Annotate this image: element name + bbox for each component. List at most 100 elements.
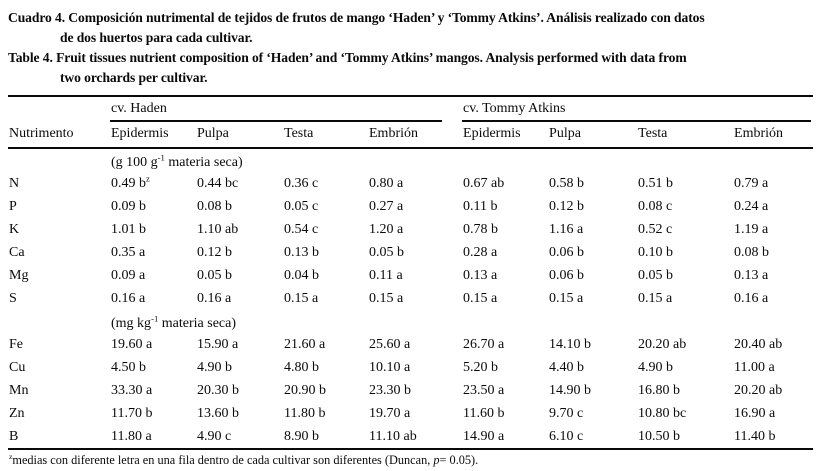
- nutrient-cell: Mg: [9, 267, 29, 283]
- value-cell: 20.30 b: [197, 382, 239, 398]
- table-row: K 1.01 b 1.10 ab 0.54 c 1.20 a 0.78 b 1.16 a 0.…: [8, 218, 813, 241]
- nutrient-cell: Ca: [9, 244, 25, 260]
- value-cell: 6.10 c: [549, 428, 584, 444]
- value-cell: 0.79 a: [734, 175, 769, 191]
- table-row: Fe 19.60 a 15.90 a 21.60 a 25.60 a 26.70 a 14.…: [8, 333, 813, 356]
- unit-label: (g 100 g-1 materia seca): [111, 152, 243, 170]
- column-header-haden-epidermis: Epidermis: [110, 122, 196, 149]
- value-cell: 15.90 a: [197, 336, 239, 352]
- value-cell: 0.08 b: [734, 244, 770, 260]
- caption-spanish: Cuadro 4. Composición nutrimental de tej…: [8, 10, 705, 45]
- value-cell: 0.15 a: [549, 290, 584, 306]
- value-cell: 11.60 b: [463, 405, 505, 421]
- value-cell: 0.16 a: [734, 290, 769, 306]
- column-header-nutrient: Nutrimento: [8, 122, 110, 149]
- value-cell: 21.60 a: [284, 336, 326, 352]
- nutrient-cell: Fe: [9, 336, 23, 352]
- column-header-haden-embrion: Embrión: [368, 122, 463, 149]
- value-cell: 0.05 b: [369, 244, 404, 260]
- blank-cell: [8, 310, 110, 333]
- value-cell: 11.70 b: [111, 405, 153, 421]
- value-cell: 0.28 a: [463, 244, 498, 260]
- value-cell: 0.05 c: [284, 198, 319, 214]
- nutrient-cell: P: [9, 198, 17, 214]
- value-cell: 11.00 a: [734, 359, 775, 375]
- unit-row: (mg kg-1 materia seca): [8, 310, 813, 333]
- value-cell: 1.01 b: [111, 221, 146, 237]
- value-cell: 14.90 b: [549, 382, 592, 398]
- value-cell: 10.10 a: [369, 359, 411, 375]
- value-cell: 0.08 b: [197, 198, 232, 214]
- value-cell: 0.36 c: [284, 175, 319, 191]
- value-cell: 19.60 a: [111, 336, 153, 352]
- table-row: N 0.49 bz 0.44 bc 0.36 c 0.80 a 0.67 ab 0.58 b…: [8, 172, 813, 195]
- value-cell: 11.80 a: [111, 428, 152, 444]
- value-cell: 20.20 ab: [734, 382, 783, 398]
- value-cell: 1.19 a: [734, 221, 769, 237]
- value-cell: 20.40 ab: [734, 336, 783, 352]
- caption-english: Table 4. Fruit tissues nutrient composit…: [8, 50, 687, 85]
- value-cell: 0.58 b: [549, 175, 585, 191]
- value-cell: 0.05 b: [638, 267, 674, 283]
- table-row: Zn 11.70 b 13.60 b 11.80 b 19.70 a 11.60 b 9.7…: [8, 402, 813, 425]
- value-cell: 0.05 b: [197, 267, 232, 283]
- value-cell: 4.90 c: [197, 428, 232, 444]
- value-cell: 0.80 a: [369, 175, 404, 191]
- table-row: P 0.09 b 0.08 b 0.05 c 0.27 a 0.11 b 0.12 b 0.0…: [8, 195, 813, 218]
- value-cell: 11.10 ab: [369, 428, 417, 444]
- value-cell: 20.90 b: [284, 382, 326, 398]
- value-cell: 11.40 b: [734, 428, 776, 444]
- value-cell: 0.49 bz: [111, 172, 150, 191]
- unit-row: (g 100 g-1 materia seca): [8, 148, 813, 172]
- value-cell: 0.10 b: [638, 244, 674, 260]
- group-header-tommy-atkins: cv. Tommy Atkins: [462, 96, 813, 122]
- nutrient-cell: S: [9, 290, 17, 306]
- value-cell: 33.30 a: [111, 382, 153, 398]
- value-cell: 25.60 a: [369, 336, 411, 352]
- value-cell: 0.27 a: [369, 198, 404, 214]
- value-cell: 16.90 a: [734, 405, 776, 421]
- blank-corner-cell: [8, 96, 110, 122]
- value-cell: 0.12 b: [549, 198, 585, 214]
- table-row: Mn 33.30 a 20.30 b 20.90 b 23.30 b 23.50 a 14.…: [8, 379, 813, 402]
- column-header-ta-embrion: Embrión: [733, 122, 814, 149]
- column-header-haden-pulpa: Pulpa: [196, 122, 283, 149]
- value-cell: 0.15 a: [284, 290, 319, 306]
- unit-label: (mg kg-1 materia seca): [111, 313, 237, 331]
- value-cell: 0.08 c: [638, 198, 673, 214]
- value-cell: 20.20 ab: [638, 336, 687, 352]
- column-header-haden-testa: Testa: [283, 122, 368, 149]
- value-cell: 14.90 a: [463, 428, 505, 444]
- value-cell: 0.15 a: [369, 290, 404, 306]
- value-cell: 10.50 b: [638, 428, 681, 444]
- value-cell: 0.06 b: [549, 267, 585, 283]
- table-row: Ca 0.35 a 0.12 b 0.13 b 0.05 b 0.28 a 0.06 b 0.…: [8, 241, 813, 264]
- value-cell: 1.16 a: [549, 221, 584, 237]
- value-cell: 0.09 a: [111, 267, 146, 283]
- value-cell: 0.13 a: [734, 267, 769, 283]
- table-row: S 0.16 a 0.16 a 0.15 a 0.15 a 0.15 a 0.15 a 0.1…: [8, 287, 813, 310]
- value-cell: 4.80 b: [284, 359, 319, 375]
- value-cell: 0.51 b: [638, 175, 674, 191]
- value-cell: 9.70 c: [549, 405, 584, 421]
- value-cell: 1.10 ab: [197, 221, 239, 237]
- group-label-haden: cv. Haden: [110, 100, 443, 122]
- value-cell: 0.16 a: [111, 290, 146, 306]
- value-cell: 0.09 b: [111, 198, 146, 214]
- value-cell: 0.11 a: [369, 267, 403, 283]
- nutrient-cell: Cu: [9, 359, 26, 375]
- value-cell: 0.67 ab: [463, 175, 505, 191]
- nutrient-table: cv. Haden cv. Tommy Atkins Nutrimento Ep…: [8, 95, 814, 450]
- value-cell: 4.90 b: [638, 359, 674, 375]
- column-header-ta-testa: Testa: [637, 122, 734, 149]
- group-header-row: cv. Haden cv. Tommy Atkins: [8, 96, 813, 122]
- table-row: B 11.80 a 4.90 c 8.90 b 11.10 ab 14.90 a 6.10 …: [8, 425, 813, 449]
- table-footnote: zmedias con diferente letra en una fila …: [9, 451, 479, 467]
- value-cell: 26.70 a: [463, 336, 505, 352]
- value-cell: 10.80 bc: [638, 405, 687, 421]
- column-header-ta-epidermis: Epidermis: [462, 122, 549, 149]
- value-cell: 0.24 a: [734, 198, 769, 214]
- group-label-tommy-atkins: cv. Tommy Atkins: [462, 100, 812, 122]
- table-row: Cu 4.50 b 4.90 b 4.80 b 10.10 a 5.20 b 4.40 b 4…: [8, 356, 813, 379]
